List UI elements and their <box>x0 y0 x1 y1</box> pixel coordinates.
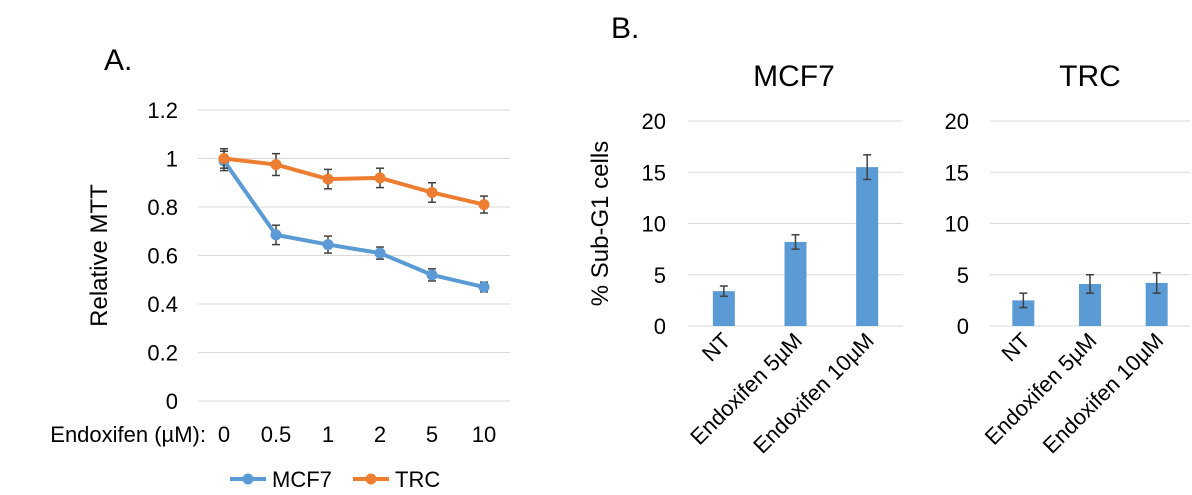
y-tick-label: 10 <box>945 212 969 237</box>
series-trc-point <box>322 173 334 185</box>
series-mcf7-point <box>478 281 490 293</box>
x-tick-label: 0.5 <box>261 422 292 447</box>
bar <box>1145 282 1168 326</box>
bar <box>712 291 735 326</box>
bar <box>1079 283 1101 326</box>
x-tick-label: Endoxifen 10µM <box>1038 328 1168 458</box>
x-tick-label: 5 <box>426 422 438 447</box>
series-trc-point <box>478 199 490 211</box>
y-tick-label: 15 <box>945 160 969 185</box>
series-mcf7-line <box>222 159 485 289</box>
bar <box>856 167 879 326</box>
bar <box>1012 300 1035 326</box>
series-mcf7-point <box>374 247 386 259</box>
y-tick-label: 0.2 <box>147 341 178 366</box>
y-tick-label: 0.4 <box>147 292 178 317</box>
y-axis-title: Relative MTT <box>86 184 113 327</box>
y-tick-label: 10 <box>642 212 666 237</box>
series-trc-point <box>218 153 230 164</box>
chart-title: TRC <box>1059 60 1121 93</box>
y-tick-label: 0.6 <box>147 244 178 269</box>
y-tick-label: 1 <box>166 147 178 172</box>
y-tick-label: 0 <box>166 389 178 414</box>
panel-a-label: A. <box>104 44 132 77</box>
y-axis-title: % Sub-G1 cells <box>587 141 614 306</box>
series-mcf7-point <box>322 239 334 251</box>
x-tick-label: NT <box>697 328 735 366</box>
panel-b-label: B. <box>611 12 639 45</box>
x-tick-label: 1 <box>322 422 334 447</box>
legend-mcf7-swatch-marker <box>242 473 254 485</box>
y-tick-label: 20 <box>642 109 666 134</box>
series-trc-line <box>223 156 485 207</box>
legend-trc-label: TRC <box>395 467 440 492</box>
series-trc-point <box>270 159 282 171</box>
y-tick-label: 0.8 <box>147 195 178 220</box>
x-tick-label: 10 <box>472 422 496 447</box>
y-tick-label: 15 <box>642 160 666 185</box>
legend-trc-swatch-marker <box>365 473 377 485</box>
x-tick-label: 2 <box>374 422 386 447</box>
series-trc-point <box>426 186 438 198</box>
line-chart-panel-a: 0 0.2 0.4 0.6 0.8 1 1.2 Relative MTT Endoxifen (… <box>50 98 510 492</box>
series-mcf7-point <box>426 269 438 281</box>
series-trc-point <box>374 172 386 184</box>
y-tick-label: 5 <box>957 263 969 288</box>
y-tick-label: 20 <box>945 109 969 134</box>
x-tick-label: 0 <box>218 422 230 447</box>
y-tick-label: 5 <box>654 263 666 288</box>
legend-mcf7-label: MCF7 <box>272 467 332 492</box>
y-tick-label: 1.2 <box>147 98 178 123</box>
x-tick-label: Endoxifen 10µM <box>748 328 878 458</box>
series-mcf7-point <box>270 229 282 241</box>
x-axis-title: Endoxifen (µM): <box>50 422 206 447</box>
y-tick-label: 0 <box>654 314 666 339</box>
y-tick-label: 0 <box>957 314 969 339</box>
chart-title: MCF7 <box>753 60 835 93</box>
bar <box>784 241 807 326</box>
x-tick-label: NT <box>996 328 1034 366</box>
